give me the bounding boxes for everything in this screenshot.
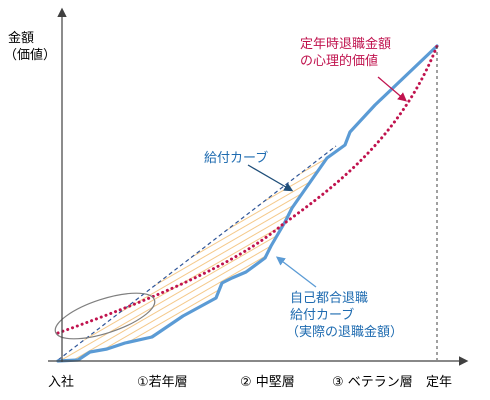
y-axis-title: 金額 （価値） (4, 30, 56, 64)
early-career-ellipse (54, 292, 156, 340)
psychological-value-curve (56, 44, 439, 335)
x-tick-mid: ② 中堅層 (240, 375, 295, 390)
actual-benefit-label-line1: 自己都合退職 (290, 291, 369, 306)
x-tick-veteran: ③ ベテラン層 (332, 375, 413, 390)
actual-benefit-label: 自己都合退職 給付カーブ （実際の退職金額） (286, 290, 403, 341)
x-tick-joining: 入社 (48, 375, 75, 390)
actual-benefit-label-line3: （実際の退職金額） (286, 325, 404, 340)
actual-benefit-curve (56, 44, 439, 363)
psych-value-callout-arrow (377, 76, 407, 102)
psych-value-label-line1: 定年時退職金額 (300, 37, 392, 52)
x-tick-retirement: 定年 (426, 375, 453, 390)
benefit-curve-label: 給付カーブ (204, 151, 269, 166)
actual-curve-callout-arrow (275, 256, 317, 288)
y-axis-title-line2: （価値） (4, 48, 57, 63)
psych-value-label-line2: の心理的価値 (300, 54, 379, 69)
actual-benefit-label-line2: 給付カーブ (290, 308, 355, 323)
ideal-dashed-line (57, 145, 337, 361)
y-axis-title-line1: 金額 (8, 31, 35, 46)
benefit-curve-callout-arrow (247, 164, 294, 192)
x-tick-young: ①若年層 (137, 375, 188, 390)
psych-value-label: 定年時退職金額 の心理的価値 (300, 36, 391, 70)
